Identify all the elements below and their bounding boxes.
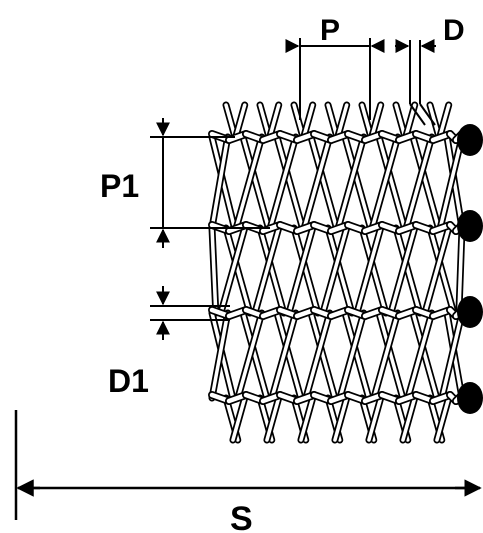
mesh-wire-core <box>394 103 407 139</box>
mesh-wire-core <box>411 135 441 230</box>
wire-diameter-label: D <box>443 14 465 47</box>
mesh-wire-core <box>440 311 464 400</box>
mesh-wire-core <box>267 103 281 139</box>
mesh-wire-core <box>231 396 247 442</box>
mesh-wire-core <box>233 103 247 139</box>
mesh-wire-core <box>423 226 451 315</box>
mesh-wire-core <box>369 103 383 139</box>
mesh-wire-core <box>258 226 286 315</box>
mesh-wire-core <box>406 311 434 400</box>
mesh-wire-core <box>309 311 337 400</box>
mesh-wire-core <box>236 311 264 400</box>
mesh-wire-core <box>270 311 298 400</box>
mesh-wire-core <box>428 103 441 139</box>
mesh-wire-core <box>275 311 303 400</box>
mesh-wire-core <box>435 396 451 442</box>
mesh-wire-core <box>411 311 439 400</box>
mesh-wire-core <box>360 226 388 315</box>
mesh-wire-core <box>389 226 417 315</box>
mesh-wire-core <box>224 103 237 139</box>
mesh-wire-core <box>438 135 464 230</box>
mesh-wire-core <box>210 226 218 315</box>
mesh-wire-core <box>268 135 298 230</box>
edge-knob <box>457 296 483 328</box>
edge-knobs <box>457 124 483 414</box>
mesh-wire-core <box>437 103 451 139</box>
edge-knob <box>457 210 483 242</box>
mesh-wire-core <box>338 311 366 400</box>
mesh-wire-core <box>403 103 417 139</box>
mesh-wire-core <box>234 135 264 230</box>
width-label: S <box>230 500 253 533</box>
wire-diameter-dimension <box>395 39 436 126</box>
mesh-wire-core <box>428 226 456 315</box>
edge-knob <box>457 382 483 414</box>
wire-mesh-weave <box>208 101 466 444</box>
mesh-wire-core <box>258 103 271 139</box>
mesh-wire-core <box>275 135 305 230</box>
mesh-wire-core <box>360 103 373 139</box>
mesh-wire-core <box>321 226 349 315</box>
mesh-wire-core <box>299 396 315 442</box>
width-dimension <box>14 410 482 520</box>
edge-knob <box>457 124 483 156</box>
mesh-wire-core <box>241 135 271 230</box>
mesh-wire-core <box>265 396 281 442</box>
mesh-wire-core <box>210 135 230 230</box>
mesh-wire-core <box>224 226 252 315</box>
mesh-wire-core <box>287 226 315 315</box>
mesh-wire-core <box>370 135 400 230</box>
mesh-wire-core <box>457 226 464 315</box>
mesh-wire-core <box>377 311 405 400</box>
mesh-wire-core <box>333 396 349 442</box>
mesh-wire-core <box>253 226 281 315</box>
weft-pitch-label: P1 <box>100 168 139 204</box>
mesh-wire-core <box>343 135 373 230</box>
mesh-wire-core <box>302 135 332 230</box>
pitch-dimension <box>285 38 385 120</box>
mesh-wire-core <box>372 311 400 400</box>
mesh-wire-core <box>309 135 339 230</box>
mesh-wire-core <box>367 396 383 442</box>
mesh-wire-core <box>210 311 230 400</box>
mesh-wire-core <box>394 226 422 315</box>
mesh-wire-core <box>292 103 305 139</box>
mesh-wire-core <box>326 103 339 139</box>
mesh-wire-core <box>304 311 332 400</box>
mesh-wire-core <box>292 226 320 315</box>
mesh-wire-core <box>377 135 407 230</box>
weft-diameter-label: D1 <box>108 363 149 399</box>
mesh-wire-core <box>404 135 434 230</box>
mesh-wire-core <box>343 311 371 400</box>
mesh-wire-core <box>219 226 247 315</box>
mesh-wire-core <box>241 311 269 400</box>
mesh-wire-core <box>336 135 366 230</box>
weft-diameter-dimension <box>150 286 230 340</box>
mesh-wire-core <box>301 103 315 139</box>
mesh-wire-core <box>326 226 354 315</box>
mesh-wire-core <box>335 103 349 139</box>
mesh-wire-core <box>355 226 383 315</box>
weft-pitch-dimension <box>150 118 270 248</box>
mesh-wire-core <box>401 396 417 442</box>
pitch-label: P <box>320 14 340 47</box>
